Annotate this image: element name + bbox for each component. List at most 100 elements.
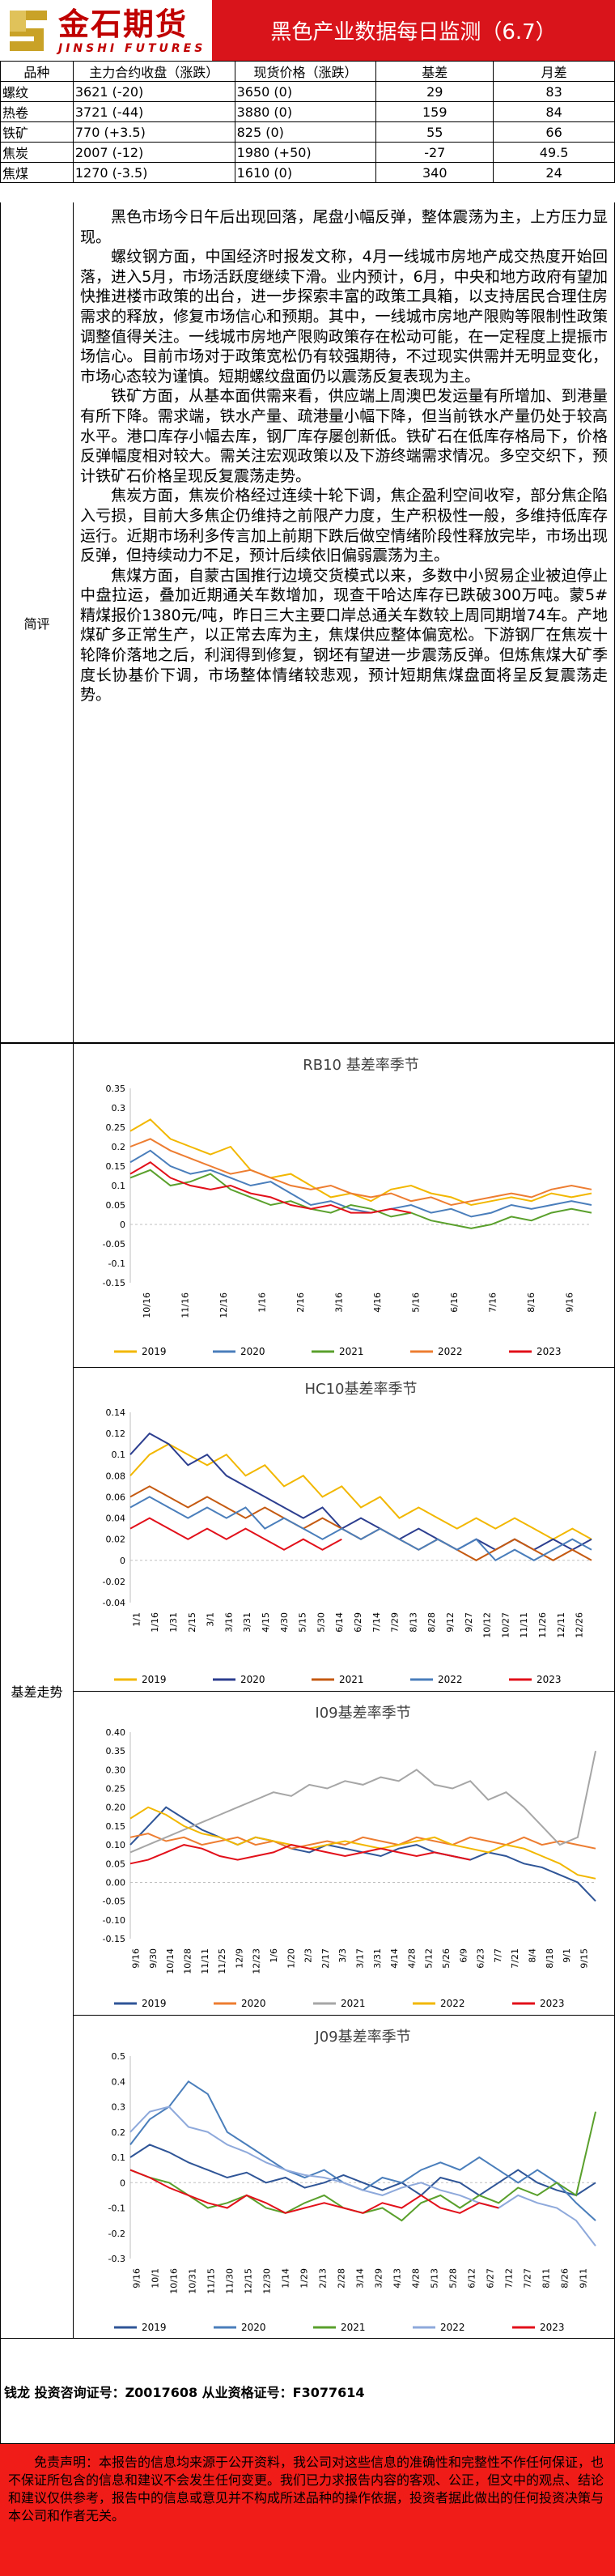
spot-price: 3650 (0) <box>234 81 377 102</box>
x-tick-label: 7/21 <box>510 1948 520 1969</box>
chart-rb10-svg: RB10 基差率季节 0.35 0.3 0.25 0.2 0.15 0.1 0.05 0 -0.0… <box>103 1057 592 1357</box>
y-tick-label: 0.15 <box>106 1161 126 1172</box>
futures-close: 3621 (-20) <box>72 81 235 102</box>
x-tick-label: 10/14 <box>165 1948 176 1974</box>
x-tick-label: 8/26 <box>560 2268 570 2289</box>
series-line-2023 <box>129 2169 499 2214</box>
x-tick-label: 6/27 <box>486 2268 496 2289</box>
x-tick-label: 7/12 <box>504 2268 515 2289</box>
x-tick-label: 9/16 <box>564 1292 575 1313</box>
futures-close: 2007 (-12) <box>72 142 235 163</box>
x-tick-label: 10/16 <box>169 2268 180 2294</box>
series-line-2021 <box>129 1750 596 1854</box>
y-tick-label: -0.02 <box>103 1577 125 1587</box>
y-tick-label: -0.04 <box>103 1598 125 1608</box>
y-tick-label: 0.12 <box>106 1429 126 1439</box>
legend-label: 2020 <box>240 1674 265 1685</box>
y-tick-label: 0.25 <box>106 1784 126 1795</box>
charts-label: 基差走势 <box>1 1044 74 2338</box>
x-tick-label: 3/31 <box>372 1948 383 1969</box>
chart-rb10: RB10 基差率季节 0.35 0.3 0.25 0.2 0.15 0.1 0.05 0 -0.0… <box>74 1044 615 1368</box>
x-tick-label: 12/26 <box>575 1612 585 1638</box>
x-tick-label: 9/12 <box>445 1612 456 1633</box>
series-line-2022 <box>129 1496 592 1562</box>
table-header-row: 品种 主力合约收盘（涨跌） 现货价格（涨跌） 基差 月差 <box>0 61 615 82</box>
x-tick-label: 4/15 <box>261 1612 271 1633</box>
spot-price: 825 (0) <box>234 121 377 143</box>
x-tick-label: 7/29 <box>390 1612 401 1633</box>
x-tick-label: 2/16 <box>295 1292 306 1313</box>
basis-value: -27 <box>375 142 494 163</box>
x-tick-label: 11/11 <box>519 1612 529 1638</box>
x-tick-label: 2/3 <box>303 1948 314 1963</box>
chart-title: HC10基差率季节 <box>304 1381 417 1398</box>
x-tick-label: 11/25 <box>217 1948 227 1974</box>
x-tick-label: 3/16 <box>333 1292 344 1313</box>
futures-close: 3721 (-44) <box>72 101 235 122</box>
legend-label: 2022 <box>438 1674 463 1685</box>
chart-i09: I09基差率季节 0.40 0.35 0.30 0.25 0.20 0.15 0.10 0.05… <box>74 1692 615 2016</box>
y-tick-label: 0.04 <box>106 1514 126 1524</box>
x-tick-label: 10/27 <box>500 1612 511 1638</box>
y-tick-label: 0.1 <box>112 2152 126 2163</box>
legend-label: 2019 <box>142 1346 167 1357</box>
x-tick-label: 1/1 <box>131 1612 142 1627</box>
x-tick-label: 5/16 <box>410 1292 421 1313</box>
disclaimer: 免责声明：本报告的信息均来源于公开资料，我公司对这些信息的准确性和完整性不作任何… <box>0 2444 615 2576</box>
x-tick-label: 3/3 <box>337 1948 348 1963</box>
legend-label: 2020 <box>240 1346 265 1357</box>
y-tick-label: -0.05 <box>103 1239 125 1250</box>
column-header: 品种 <box>0 61 74 82</box>
spot-price: 3880 (0) <box>234 101 377 122</box>
chart-hc10: HC10基差率季节 0.14 0.12 0.1 0.08 0.06 0.04 0.02 0 -0.… <box>74 1368 615 1692</box>
x-tick-label: 9/16 <box>131 1948 142 1969</box>
y-tick-label: 0.06 <box>106 1492 126 1502</box>
chart-i09-svg: I09基差率季节 0.40 0.35 0.30 0.25 0.20 0.15 0.10 0.05… <box>103 1705 596 2009</box>
chart-title: RB10 基差率季节 <box>303 1057 418 1074</box>
y-tick-label: -0.10 <box>103 1915 125 1926</box>
futures-close: 1270 (-3.5) <box>72 162 235 183</box>
y-tick-label: -0.3 <box>108 2254 125 2264</box>
x-tick-label: 9/30 <box>148 1948 159 1969</box>
y-tick-label: 0 <box>120 1556 125 1566</box>
series-line-2019 <box>129 1443 592 1540</box>
x-tick-label: 10/31 <box>188 2268 198 2294</box>
series-line-2019 <box>129 1806 596 1902</box>
series-line-2021 <box>129 1169 592 1229</box>
series-line-2023 <box>129 1844 471 1865</box>
x-tick-label: 6/12 <box>467 2268 477 2289</box>
x-tick-label: 1/16 <box>257 1292 267 1313</box>
x-tick-label: 9/16 <box>132 2268 142 2289</box>
series-line-2022 <box>129 1138 592 1207</box>
x-tick-label: 9/15 <box>579 1948 589 1969</box>
y-tick-label: 0.3 <box>112 2102 126 2113</box>
x-tick-label: 12/30 <box>262 2268 273 2294</box>
x-tick-label: 8/13 <box>408 1612 418 1633</box>
legend-label: 2021 <box>339 1346 364 1357</box>
table-row: 焦煤 1270 (-3.5) 1610 (0) 340 24 <box>0 162 615 183</box>
x-tick-label: 12/15 <box>244 2268 254 2294</box>
y-tick-label: -0.15 <box>103 1934 125 1944</box>
commodity-name: 焦煤 <box>0 162 74 183</box>
y-tick-label: 0.25 <box>106 1122 126 1133</box>
commodity-name: 铁矿 <box>0 121 74 143</box>
chart-title: I09基差率季节 <box>315 1705 410 1722</box>
license-info: 钱龙 投资咨询证号：Z0017608 从业资格证号：F3077614 <box>0 2339 615 2444</box>
y-tick-label: 0.02 <box>106 1535 126 1545</box>
x-tick-label: 2/13 <box>318 2268 329 2289</box>
basis-value: 159 <box>375 101 494 122</box>
x-tick-label: 4/13 <box>392 2268 403 2289</box>
legend-label: 2019 <box>142 2322 167 2333</box>
series-line-2022 <box>129 2106 596 2247</box>
x-tick-label: 4/28 <box>411 2268 422 2289</box>
table-row: 焦炭 2007 (-12) 1980 (+50) -27 49.5 <box>0 142 615 163</box>
legend-label: 2023 <box>540 1998 565 2009</box>
x-tick-label: 11/15 <box>206 2268 217 2294</box>
x-tick-label: 9/1 <box>562 1948 572 1963</box>
x-tick-label: 1/31 <box>168 1612 179 1633</box>
x-tick-label: 4/16 <box>372 1292 383 1313</box>
x-tick-label: 4/30 <box>279 1612 290 1633</box>
x-tick-label: 6/9 <box>458 1948 469 1963</box>
table-row: 铁矿 770 (+3.5) 825 (0) 55 66 <box>0 121 615 143</box>
x-tick-label: 10/28 <box>183 1948 193 1974</box>
